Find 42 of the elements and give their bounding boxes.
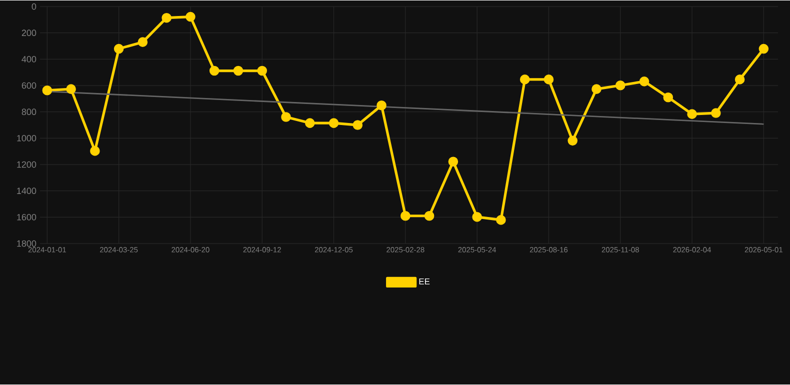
point (758, 44, 769, 54)
point (162, 13, 172, 23)
y-tick-label: 1800 (17, 240, 36, 247)
point (734, 74, 745, 85)
point (304, 118, 315, 128)
point (687, 109, 697, 120)
point (138, 37, 148, 48)
point (520, 74, 530, 85)
point (376, 100, 386, 111)
point (66, 84, 76, 94)
point (424, 211, 434, 221)
point (42, 86, 52, 96)
point (233, 66, 244, 76)
legend-label: EE (419, 278, 430, 285)
point (114, 44, 124, 54)
point (472, 212, 482, 222)
point (209, 66, 220, 76)
point (328, 118, 339, 128)
y-tick-label: 800 (22, 108, 36, 116)
point (90, 146, 100, 156)
y-tick-label: 1000 (17, 135, 36, 142)
point (448, 156, 458, 167)
point (544, 74, 554, 85)
point (352, 120, 363, 130)
y-tick-label: 200 (22, 30, 36, 36)
point (281, 112, 291, 122)
point (639, 76, 650, 87)
point (496, 215, 506, 226)
y-tick-label: 1400 (17, 188, 36, 194)
point (663, 92, 674, 102)
y-tick-label: 1600 (17, 214, 36, 221)
point (568, 136, 578, 146)
y-tick-label: 0 (32, 4, 36, 10)
y-tick-label: 600 (22, 82, 36, 89)
point (400, 211, 410, 221)
y-tick-label: 1200 (17, 162, 36, 168)
point (186, 12, 196, 22)
point (592, 84, 602, 94)
point (711, 108, 721, 118)
point (257, 66, 268, 76)
point (615, 80, 626, 91)
y-tick-label: 400 (22, 56, 36, 63)
